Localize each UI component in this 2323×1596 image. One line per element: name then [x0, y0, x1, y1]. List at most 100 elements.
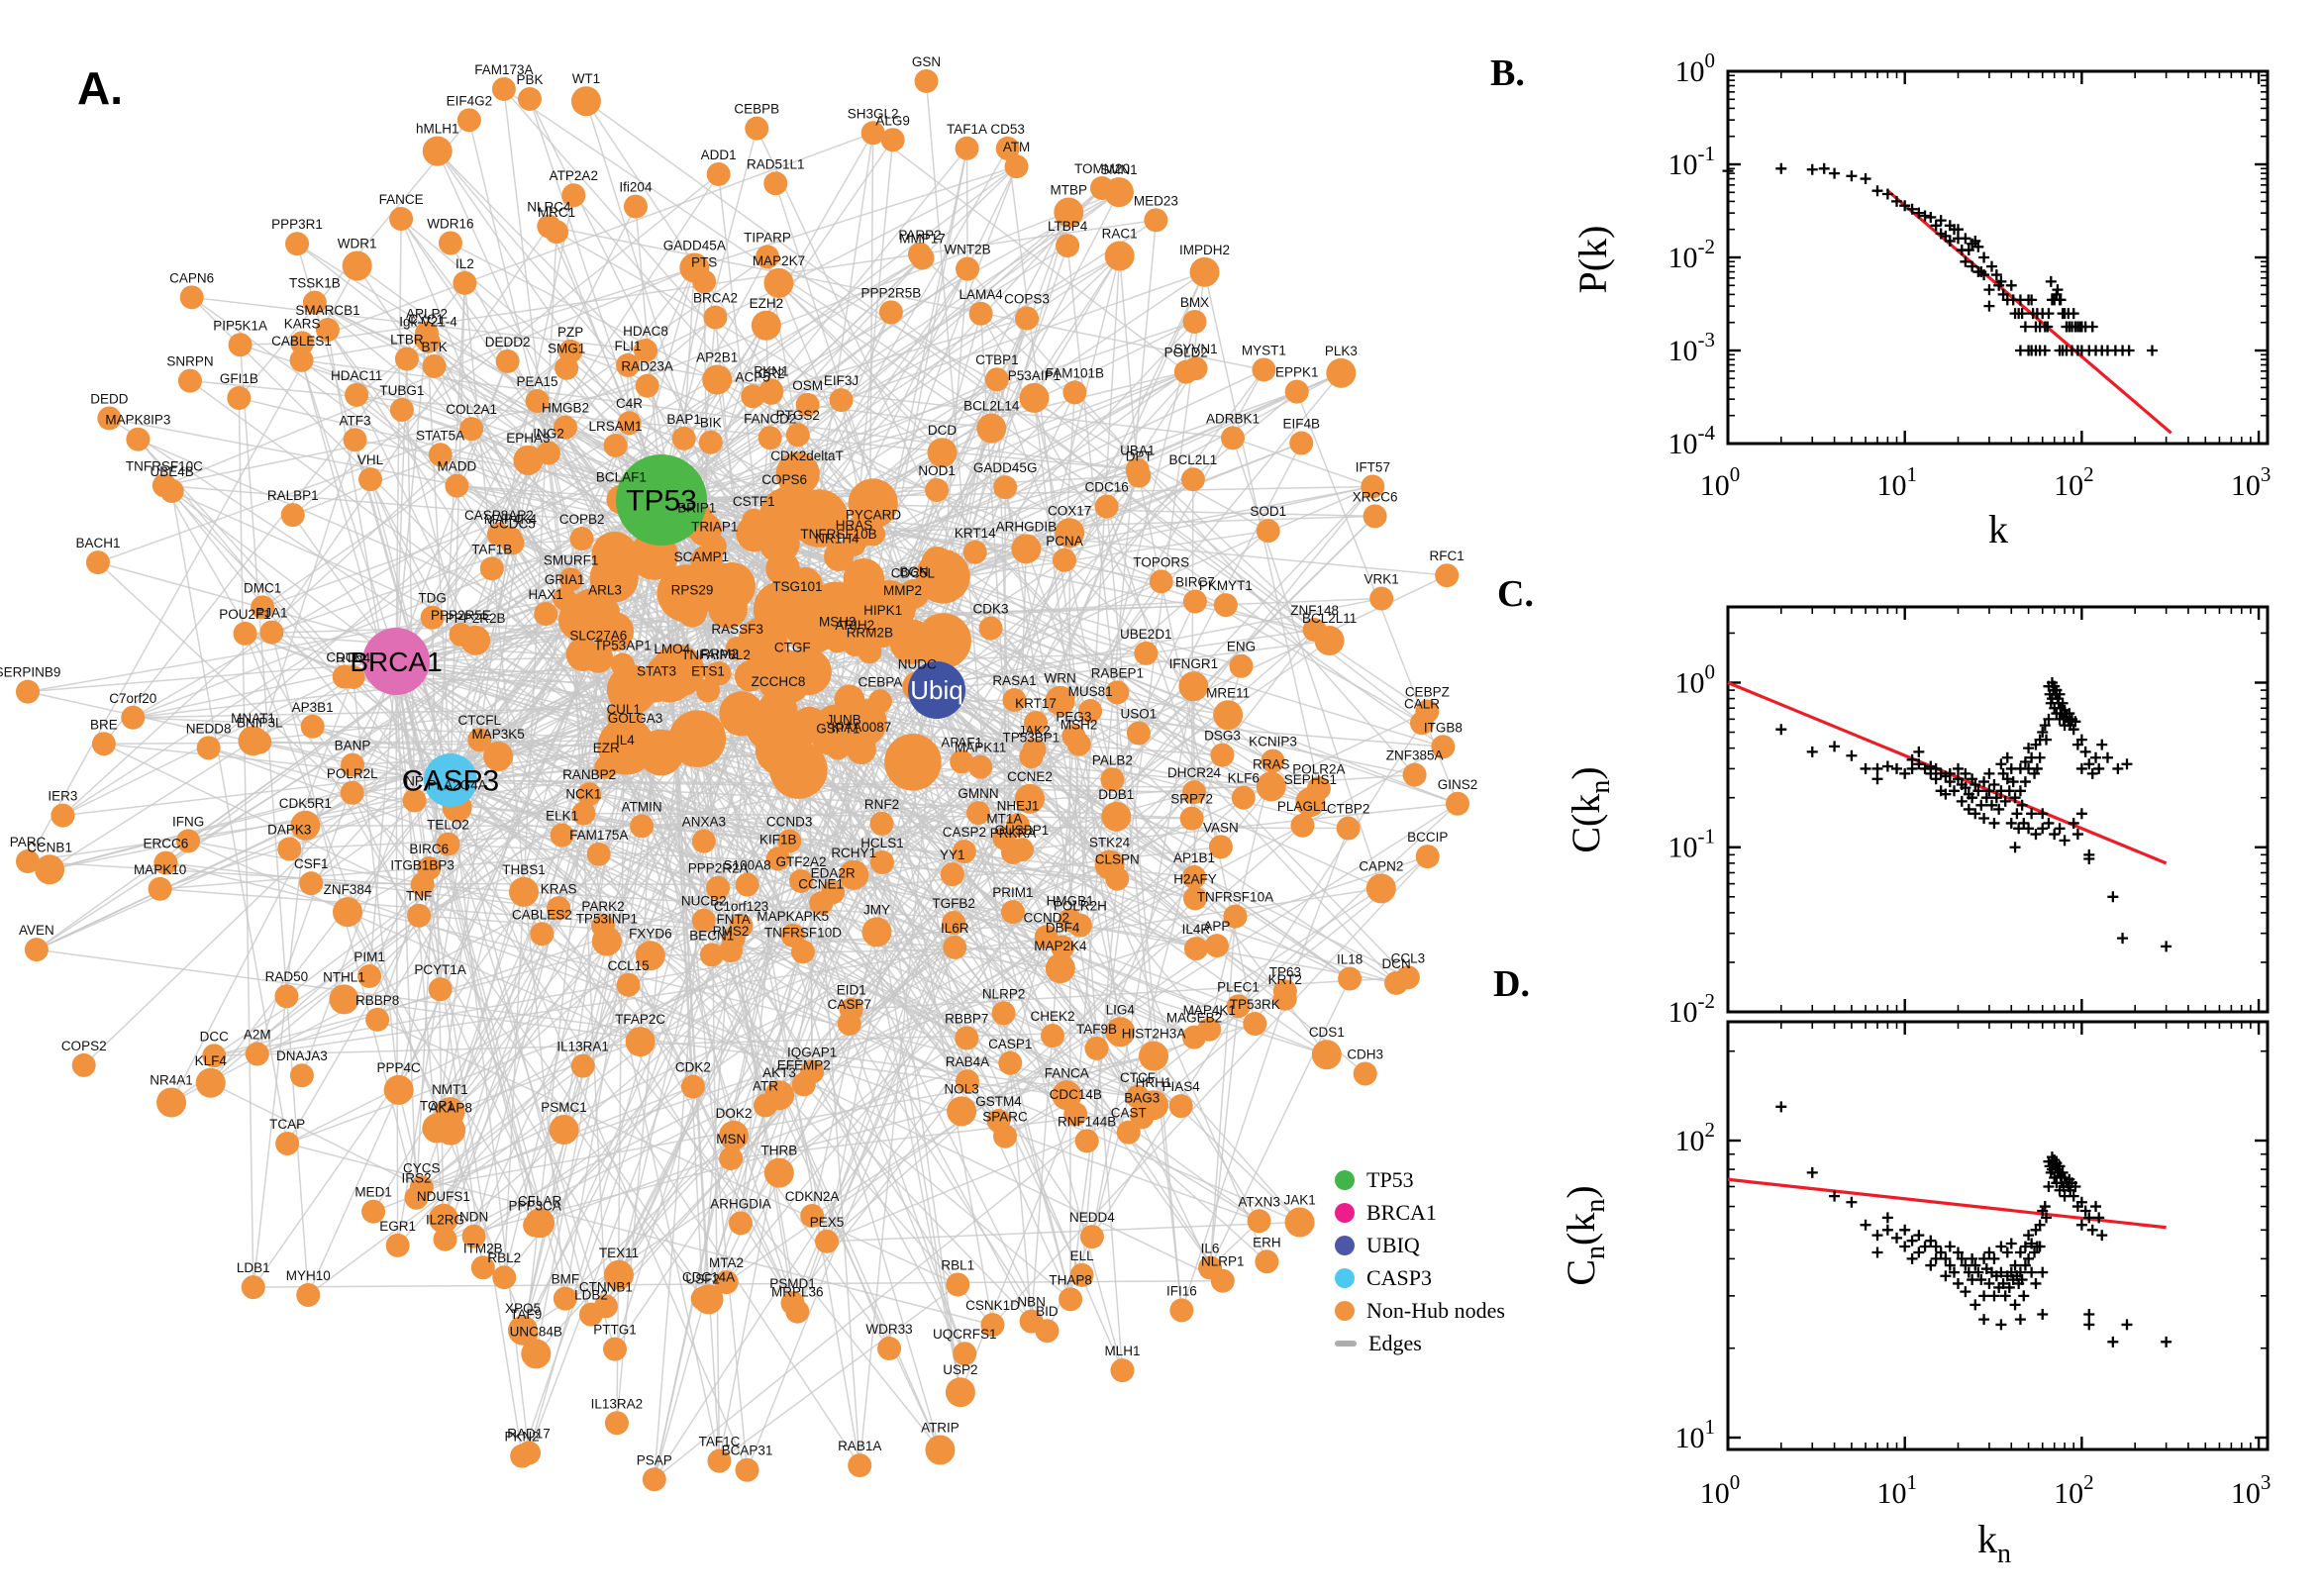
network-edge	[1138, 732, 1272, 788]
node-label: SMURF1	[544, 552, 599, 567]
network-node	[782, 594, 813, 625]
data-point	[1980, 792, 1992, 804]
network-node	[417, 856, 442, 881]
plot-frame	[1726, 1020, 2270, 1451]
data-point	[1960, 1286, 1971, 1298]
node-label: RPS29	[671, 582, 714, 597]
data-point	[2005, 817, 2017, 829]
node-label: KIAA0087	[832, 720, 892, 735]
network-node	[745, 116, 769, 141]
network-node	[943, 935, 967, 959]
fit-line	[1727, 1177, 2167, 1230]
data-point	[1983, 1247, 1995, 1258]
network-node	[275, 1131, 300, 1155]
network-node	[1361, 474, 1385, 499]
network-edge	[395, 499, 662, 662]
network-edge	[703, 281, 721, 1461]
network-node	[492, 1265, 517, 1290]
network-edge	[395, 660, 536, 1226]
network-node	[940, 862, 964, 887]
network-edge	[697, 738, 1023, 850]
network-node-unlabeled	[719, 691, 764, 737]
network-node	[955, 136, 979, 160]
node-label: PPP3R1	[271, 217, 323, 232]
network-node	[795, 463, 820, 488]
network-edge	[352, 459, 530, 794]
network-node	[449, 622, 473, 647]
network-node	[1365, 873, 1396, 904]
nonhub-dot-icon	[1335, 1301, 1355, 1321]
network-node	[603, 433, 628, 457]
network-node	[361, 1199, 386, 1224]
network-edge	[660, 499, 942, 1450]
network-edge	[159, 670, 809, 890]
network-edge	[1232, 437, 1373, 488]
network-edge	[396, 538, 512, 1246]
network-node	[569, 527, 594, 551]
network-edge	[352, 191, 1120, 766]
network-node	[50, 803, 75, 828]
legend-item-ubiq: UBIQ	[1335, 1233, 1505, 1257]
network-node	[1210, 1268, 1235, 1293]
network-node	[1213, 593, 1238, 618]
network-node	[495, 349, 520, 373]
network-edge	[395, 660, 541, 1224]
network-edge	[137, 439, 452, 781]
network-node	[300, 714, 325, 739]
data-point	[1925, 211, 1937, 223]
network-node	[1197, 1017, 1222, 1042]
network-edge	[534, 1035, 1054, 1227]
data-point	[2005, 279, 2017, 291]
panel-b-label: B.	[1490, 52, 1525, 94]
network-edge	[301, 132, 873, 345]
network-node	[1415, 845, 1440, 869]
network-edge	[522, 1012, 1004, 1332]
network-edge	[473, 640, 1331, 1238]
network-node	[998, 1050, 1023, 1075]
network-edge	[210, 1082, 423, 1189]
data-point	[1975, 799, 1987, 811]
y-tick-label: 10-3	[1668, 328, 1716, 367]
network-node	[241, 1275, 265, 1300]
network-edge	[428, 867, 805, 1086]
network-node	[952, 840, 976, 864]
network-node	[765, 847, 790, 871]
network-node	[867, 617, 898, 648]
network-node	[594, 754, 619, 779]
network-node	[1004, 154, 1029, 179]
network-node	[861, 522, 886, 547]
network-node	[428, 977, 453, 1002]
network-edge	[936, 212, 1070, 691]
data-point	[2019, 321, 2031, 333]
network-edge	[292, 173, 720, 516]
network-node	[510, 1444, 535, 1468]
network-edge	[654, 544, 856, 1480]
y-tick-label: 100	[1675, 49, 1716, 88]
network-node	[821, 880, 846, 905]
network-node	[839, 859, 869, 890]
network-edge	[1060, 797, 1245, 969]
network-edge	[271, 499, 662, 634]
network-node	[1127, 463, 1152, 488]
data-point	[1978, 1290, 1990, 1302]
network-edge	[1091, 686, 1195, 1238]
data-point	[2161, 1336, 2172, 1347]
y-tick-label: 10-2	[1668, 235, 1716, 274]
network-node	[525, 389, 550, 414]
network-edge	[133, 717, 1032, 758]
data-point	[2011, 808, 2023, 820]
network-edge	[521, 666, 793, 1456]
network-edge	[327, 329, 547, 615]
data-point	[2037, 823, 2049, 835]
data-point	[1846, 1196, 1858, 1208]
network-node	[148, 876, 172, 901]
network-node	[1231, 785, 1256, 810]
network-node	[1336, 816, 1361, 841]
node-label: CEBPZ	[1405, 685, 1450, 700]
network-edge	[997, 321, 1196, 1122]
network-edge	[1002, 443, 1302, 1014]
network-node	[453, 270, 477, 295]
network-node	[1256, 771, 1286, 802]
data-point	[1806, 1166, 1818, 1178]
network-edge	[1013, 271, 1206, 701]
